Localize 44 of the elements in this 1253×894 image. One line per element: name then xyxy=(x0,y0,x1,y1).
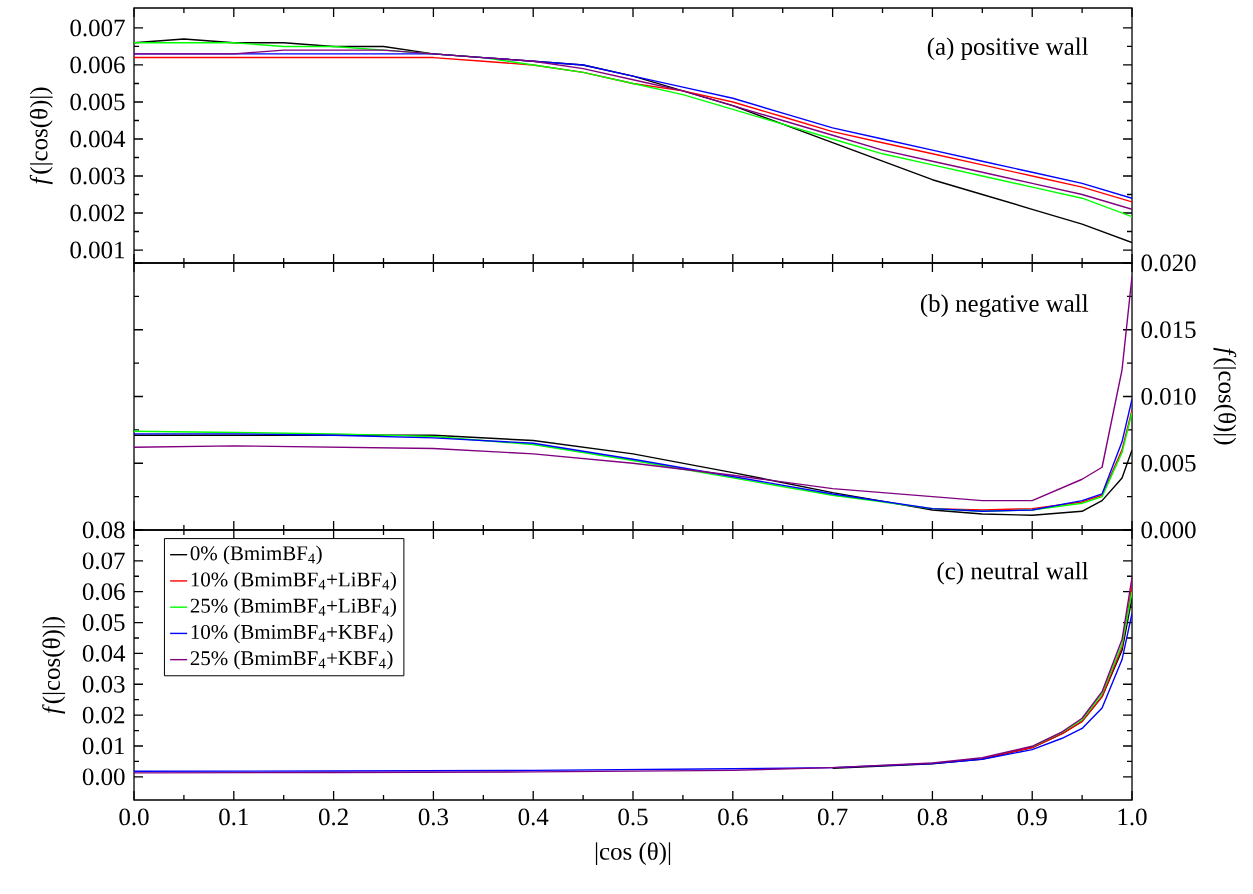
y-tick-label: 0.00 xyxy=(82,768,125,786)
y-tick-label: 0.07 xyxy=(82,552,125,570)
y-tick-label: 0.015 xyxy=(1141,321,1196,339)
annotation: (c) neutral wall xyxy=(937,561,1089,585)
y-tick-label: 0.020 xyxy=(1141,254,1196,272)
y-tick-label: 0.000 xyxy=(1141,521,1196,539)
y-tick-label: 0.05 xyxy=(82,614,125,632)
y-tick-label: 0.003 xyxy=(70,167,125,185)
x-tick-label: 0.3 xyxy=(418,808,449,826)
legend-label: 0% (BmimBF$_{4}$) xyxy=(190,545,322,565)
x-tick-label: 0.8 xyxy=(917,808,948,826)
y-tick-label: 0.06 xyxy=(82,583,125,601)
y-axis-title: f(|cos(θ)|) xyxy=(29,87,53,185)
y-tick-label: 0.005 xyxy=(70,93,125,111)
x-axis-title: |cos (θ)| xyxy=(595,842,671,865)
y-tick-label: 0.08 xyxy=(82,521,125,539)
x-tick-label: 0.6 xyxy=(718,808,748,826)
y-tick-label: 0.010 xyxy=(1141,388,1196,405)
x-tick-label: 0.2 xyxy=(319,808,348,826)
legend-label: 25% (BmimBF$_{4}$+KBF$_{4}$) xyxy=(190,650,393,670)
x-tick-label: 0.9 xyxy=(1017,808,1047,826)
y-axis-title: f(|cos(θ)|) xyxy=(42,617,66,714)
y-tick-label: 0.03 xyxy=(82,675,125,693)
y-tick-label: 0.02 xyxy=(82,706,125,724)
x-tick-label: 1.0 xyxy=(1118,808,1147,826)
y-tick-label: 0.004 xyxy=(70,130,126,148)
legend-label: 10% (BmimBF$_{4}$+KBF$_{4}$) xyxy=(191,624,393,644)
x-tick-label: 0.0 xyxy=(119,808,149,826)
y-tick-label: 0.01 xyxy=(82,737,125,755)
y-tick-label: 0.04 xyxy=(82,644,126,662)
x-tick-label: 0.4 xyxy=(518,808,549,826)
y-axis-title: f(|cos(θ)|) xyxy=(1213,347,1237,445)
legend-label: 25% (BmimBF$_{4}$+LiBF$_{4}$) xyxy=(190,598,396,618)
annotation: (a) positive wall xyxy=(927,37,1089,61)
y-tick-label: 0.005 xyxy=(1141,454,1196,472)
y-tick-label: 0.002 xyxy=(70,204,125,222)
x-tick-label: 0.5 xyxy=(618,808,648,826)
y-tick-label: 0.007 xyxy=(70,19,125,37)
x-tick-label: 0.7 xyxy=(818,808,848,826)
y-tick-label: 0.001 xyxy=(70,241,125,259)
x-tick-label: 0.1 xyxy=(219,808,248,826)
annotation: (b) negative wall xyxy=(920,294,1089,318)
y-tick-label: 0.006 xyxy=(70,56,125,74)
legend-label: 10% (BmimBF$_{4}$+LiBF$_{4}$) xyxy=(191,571,396,591)
